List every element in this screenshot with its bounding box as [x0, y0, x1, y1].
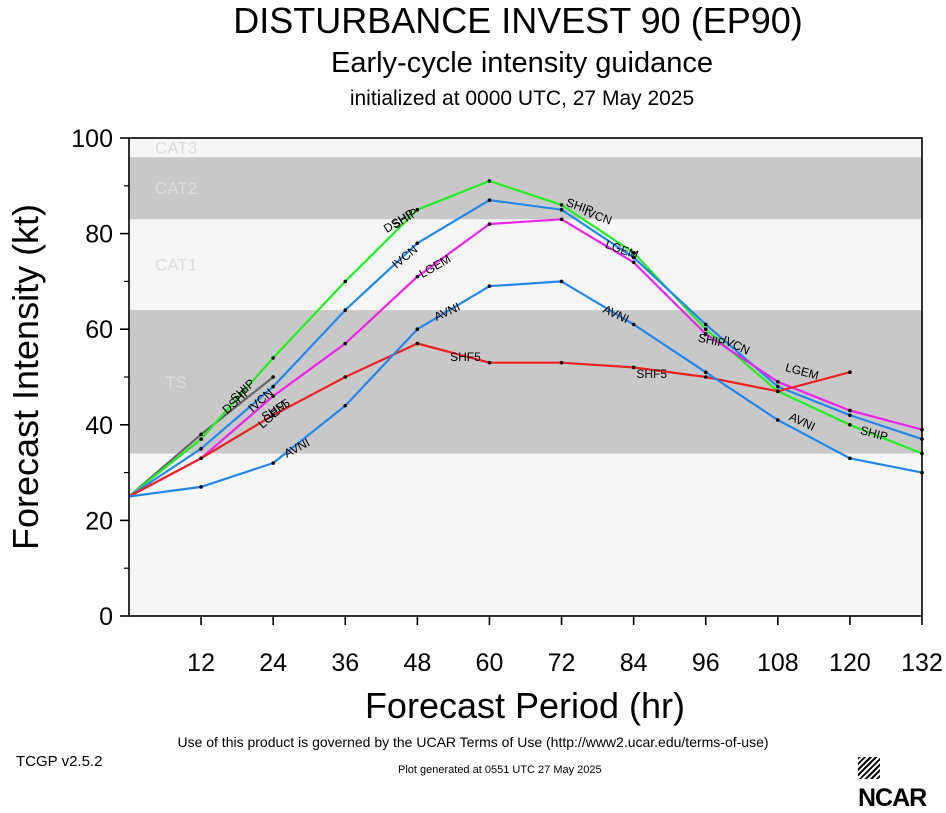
data-point-ship-96h — [703, 327, 708, 332]
x-tick-label-132: 132 — [901, 649, 943, 677]
data-point-avni-24h — [271, 461, 275, 465]
data-point-ivcn-120h — [848, 413, 852, 418]
x-tick-label-36: 36 — [331, 649, 359, 677]
data-point-shf5-36h — [343, 375, 348, 379]
chart-init-time: initialized at 0000 UTC, 27 May 2025 — [350, 87, 694, 110]
data-point-avni-96h — [703, 370, 708, 375]
data-point-shf5-12h — [199, 456, 203, 461]
data-point-shf5-72h — [559, 360, 564, 365]
data-point-avni-60h — [487, 284, 492, 288]
data-point-shf5-84h — [631, 365, 636, 370]
chart-subtitle: Early-cycle intensity guidance — [331, 47, 713, 79]
x-tick-label-84: 84 — [620, 649, 648, 677]
data-point-ivcn-108h — [776, 384, 780, 389]
band-ts — [129, 310, 922, 454]
series-line-ivcn — [128, 199, 923, 498]
version-label: TCGP v2.5.2 — [16, 753, 103, 770]
generated-timestamp: Plot generated at 0551 UTC 27 May 2025 — [398, 764, 602, 776]
data-point-shf5-48h — [415, 341, 420, 346]
data-point-ivcn-36h — [343, 308, 348, 312]
series-tag-shf5: SHF5 — [636, 367, 667, 381]
ncar-logo-mark — [858, 757, 880, 779]
data-point-ivcn-12h — [199, 446, 203, 451]
x-tick-label-72: 72 — [548, 649, 576, 677]
data-point-avni-36h — [343, 403, 348, 408]
band-below-ts — [129, 453, 922, 616]
x-tick-label-24: 24 — [259, 649, 287, 677]
series-tag-ship: SHIP — [697, 331, 727, 351]
series-tag-ship: SHIP — [859, 423, 890, 444]
band-cat1 — [129, 219, 922, 311]
chart-axes: 0 20 40 60 80 100 12 24 36 48 60 72 84 96 108 120 132 — [71, 125, 943, 677]
band-label-cat3: CAT3 — [155, 139, 197, 158]
band-label-ts: TS — [165, 373, 187, 392]
band-cat2 — [129, 157, 922, 220]
data-point-lgem-60h — [487, 222, 492, 226]
data-point-shf5-60h — [487, 360, 492, 365]
y-tick-label-100: 100 — [71, 125, 113, 153]
data-point-ivcn-24h — [271, 384, 275, 389]
x-tick-label-108: 108 — [757, 649, 799, 677]
data-point-ivcn-48h — [415, 241, 420, 245]
y-tick-label-80: 80 — [85, 221, 113, 249]
data-point-lgem-96h — [703, 332, 708, 336]
data-point-ship-72h — [559, 203, 564, 207]
data-point-ship-120h — [848, 423, 852, 427]
chart-title: DISTURBANCE INVEST 90 (EP90) — [233, 0, 803, 41]
data-point-lgem-84h — [631, 260, 636, 265]
data-point-avni-120h — [848, 456, 852, 461]
data-point-shf5-24h — [271, 413, 275, 418]
ncar-logo-text: NCAR — [858, 784, 927, 812]
series-tag-shf5: SHF5 — [450, 350, 481, 364]
data-point-ship-60h — [487, 179, 492, 183]
x-tick-label-48: 48 — [403, 649, 431, 677]
data-point-avni-108h — [776, 418, 780, 422]
data-point-ivcn-84h — [631, 255, 636, 260]
data-point-ship-24h — [271, 356, 275, 360]
terms-of-use-notice: Use of this product is governed by the U… — [177, 734, 769, 750]
series-line-ship — [128, 179, 923, 498]
data-point-ship-48h — [415, 207, 420, 212]
data-point-lgem-24h — [271, 394, 275, 398]
data-point-ship-84h — [631, 250, 636, 255]
data-point-avni-12h — [199, 485, 203, 489]
x-tick-label-12: 12 — [187, 649, 215, 677]
model-series — [128, 179, 924, 498]
x-tick-label-96: 96 — [692, 649, 720, 677]
x-axis-label: Forecast Period (hr) — [365, 685, 685, 726]
band-label-cat1: CAT1 — [155, 256, 197, 275]
intensity-category-bands: TS CAT1 CAT2 CAT3 — [129, 138, 922, 616]
data-point-avni-84h — [631, 322, 636, 327]
data-point-shf5-120h — [848, 370, 852, 375]
series-line-lgem — [128, 218, 923, 498]
y-axis-label: Forecast Intensity (kt) — [5, 204, 46, 550]
data-point-ivcn-60h — [487, 198, 492, 202]
data-point-ivcn-96h — [703, 322, 708, 327]
intensity-chart: DISTURBANCE INVEST 90 (EP90) Early-cycle… — [5, 0, 943, 726]
data-point-shf5-108h — [776, 389, 780, 394]
y-tick-label-20: 20 — [85, 507, 113, 535]
data-point-lgem-120h — [848, 408, 852, 413]
data-point-dshp-24h — [271, 375, 275, 379]
data-point-avni-48h — [415, 327, 420, 332]
data-point-shf5-96h — [703, 375, 708, 379]
data-point-lgem-36h — [343, 341, 348, 346]
series-line-avni — [128, 280, 923, 498]
data-point-ship-12h — [199, 437, 203, 441]
data-point-lgem-72h — [559, 217, 564, 222]
x-tick-label-60: 60 — [476, 649, 504, 677]
data-point-avni-72h — [559, 279, 564, 284]
band-label-cat2: CAT2 — [155, 179, 197, 198]
data-point-dshp-12h — [199, 432, 203, 437]
band-cat3 — [129, 138, 922, 158]
y-tick-label-60: 60 — [85, 316, 113, 344]
y-tick-label-0: 0 — [99, 603, 113, 631]
y-tick-label-40: 40 — [85, 412, 113, 440]
ncar-logo: NCAR — [858, 755, 946, 813]
data-point-lgem-48h — [415, 274, 420, 279]
data-point-ship-36h — [343, 279, 348, 284]
x-tick-label-120: 120 — [829, 649, 871, 677]
data-point-lgem-108h — [776, 379, 780, 384]
data-point-ivcn-72h — [559, 207, 564, 212]
